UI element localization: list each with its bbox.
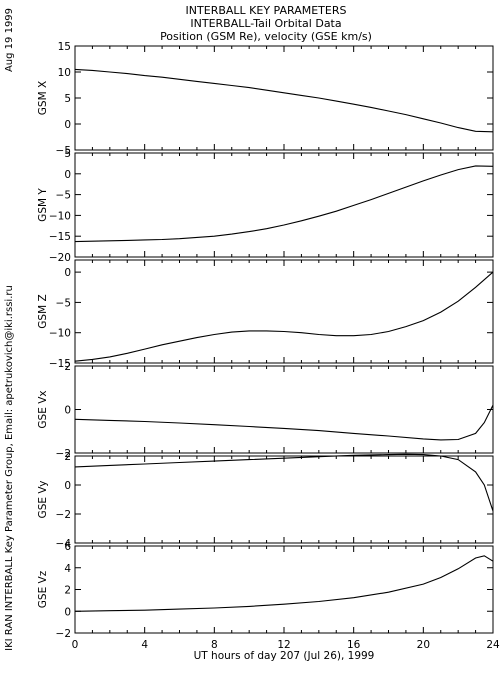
panel-frame: [74, 259, 494, 364]
x-tick-label: 4: [141, 639, 148, 651]
series-line: [74, 68, 494, 133]
y-tick-label: −10: [49, 328, 71, 340]
y-tick-label: 5: [64, 148, 71, 160]
x-tick-label: 8: [211, 639, 218, 651]
x-tick-label: 12: [277, 639, 290, 651]
series-line: [74, 271, 494, 362]
panel-frame: [74, 455, 494, 544]
panel-frame: [74, 545, 494, 634]
x-axis-label: UT hours of day 207 (Jul 26), 1999: [194, 650, 375, 662]
series-line: [74, 453, 494, 512]
y-tick-label: −2: [56, 509, 71, 521]
x-tick-label: 24: [486, 639, 500, 651]
y-tick-label: −4: [56, 538, 72, 550]
y-axis-label: GSM X: [37, 81, 49, 115]
x-tick-label: 20: [417, 639, 430, 651]
y-tick-label: 15: [58, 41, 71, 53]
y-tick-label: −2: [56, 628, 71, 640]
series-line: [74, 404, 494, 441]
y-tick-label: 10: [58, 67, 71, 79]
title-line-3: Position (GSM Re), velocity (GSE km/s): [160, 30, 372, 43]
y-tick-label: 2: [64, 451, 71, 463]
panel-3: −15 −10 −5 0 GSM Z: [37, 259, 494, 370]
panel-6: −2 0 2 4 6 GSE Vz: [37, 541, 494, 640]
series-line: [74, 555, 494, 612]
title-line-2: INTERBALL-Tail Orbital Data: [190, 17, 341, 30]
y-axis-label: GSE Vy: [37, 481, 49, 519]
date-stamp: Aug 19 1999: [4, 8, 15, 72]
y-tick-label: −15: [49, 231, 71, 243]
panel-2: −20 −15 −10 −5 0 5 GSM Y: [37, 148, 494, 264]
y-tick-label: 0: [64, 480, 71, 492]
y-tick-label: 0: [64, 405, 71, 417]
panel-frame: [74, 365, 494, 454]
series-line: [74, 165, 494, 243]
y-tick-label: 4: [64, 563, 71, 575]
credit-line: IKI RAN INTERBALL Key Parameter Group, E…: [4, 285, 15, 651]
y-tick-label: −5: [56, 297, 71, 309]
y-tick-label: −15: [49, 358, 71, 370]
panel-frame: [74, 152, 494, 258]
y-tick-label: −20: [49, 252, 71, 264]
x-tick-label: 16: [347, 639, 361, 651]
panel-5: −4 −2 0 2 GSE Vy: [37, 451, 494, 550]
y-tick-label: −10: [49, 210, 71, 222]
y-tick-label: −5: [56, 145, 71, 157]
y-axis-label: GSE Vz: [37, 570, 49, 608]
y-tick-label: 0: [64, 169, 71, 181]
y-tick-label: 2: [64, 585, 71, 597]
y-axis-label: GSE Vx: [37, 390, 49, 428]
y-tick-label: 6: [64, 541, 71, 553]
panel-1: −5 0 5 10 15 GSM X: [37, 41, 494, 157]
y-tick-label: 0: [64, 267, 71, 279]
y-tick-label: −2: [56, 448, 71, 460]
panel-frame: [74, 45, 494, 151]
x-tick-label: 0: [72, 639, 79, 651]
y-tick-label: −5: [56, 190, 71, 202]
y-axis-label: GSM Z: [37, 294, 49, 328]
y-tick-label: 2: [64, 361, 71, 373]
y-axis-label: GSM Y: [37, 188, 49, 222]
y-tick-label: 0: [64, 606, 71, 618]
y-tick-label: 5: [64, 93, 71, 105]
title-line-1: INTERBALL KEY PARAMETERS: [186, 4, 347, 17]
panel-4: −2 0 2 GSE Vx: [37, 361, 494, 460]
y-tick-label: 0: [64, 119, 71, 131]
